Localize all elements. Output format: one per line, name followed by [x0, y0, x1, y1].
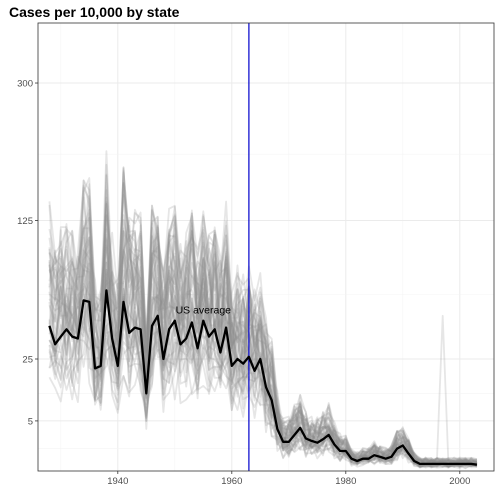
state-line [48, 230, 478, 468]
state-line [82, 166, 478, 466]
x-tick-label: 1980 [335, 476, 356, 487]
us-average-line [48, 289, 478, 466]
us-average-layer [48, 289, 478, 466]
x-tick-label: 1960 [221, 476, 242, 487]
axis-layer: 1940 1960 1980 2000 5 25 125 300 [17, 79, 470, 487]
state-line [48, 301, 478, 469]
chart-title: Cases per 10,000 by state [9, 4, 180, 20]
state-line [48, 208, 477, 467]
x-tick-label: 2000 [449, 476, 470, 487]
state-line [48, 310, 478, 469]
state-line [88, 212, 478, 467]
state-line [48, 166, 478, 467]
y-tick-label: 300 [17, 79, 33, 90]
state-line [48, 250, 478, 469]
state-line [48, 171, 477, 466]
state-line [48, 150, 478, 466]
state-line [48, 313, 478, 470]
y-tick-label: 125 [17, 216, 33, 227]
grid-layer [38, 23, 494, 471]
us-average-annotation: US average [176, 304, 232, 316]
y-tick-label: 25 [22, 355, 33, 366]
state-line [48, 252, 477, 465]
plot-background [38, 23, 494, 471]
state-line [48, 203, 478, 467]
state-line [48, 194, 478, 466]
state-line [48, 256, 478, 466]
state-line [111, 219, 478, 464]
state-line [48, 167, 478, 466]
state-line [99, 181, 478, 467]
state-line [48, 282, 477, 469]
state-line [48, 174, 478, 465]
state-line [48, 220, 478, 467]
state-line [139, 214, 478, 467]
state-line [48, 184, 478, 466]
plot-border [37, 22, 495, 472]
x-tick-label: 1940 [107, 476, 128, 487]
y-tick-label: 5 [28, 416, 33, 427]
state-line [48, 227, 478, 467]
state-line [48, 213, 478, 467]
state-line [116, 293, 478, 468]
state-line [48, 297, 478, 468]
